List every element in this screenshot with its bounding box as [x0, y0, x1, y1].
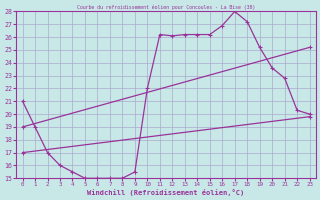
Title: Courbe du refroidissement éolien pour Concoules - La Bise (30): Courbe du refroidissement éolien pour Co…	[77, 4, 255, 10]
X-axis label: Windchill (Refroidissement éolien,°C): Windchill (Refroidissement éolien,°C)	[87, 189, 245, 196]
